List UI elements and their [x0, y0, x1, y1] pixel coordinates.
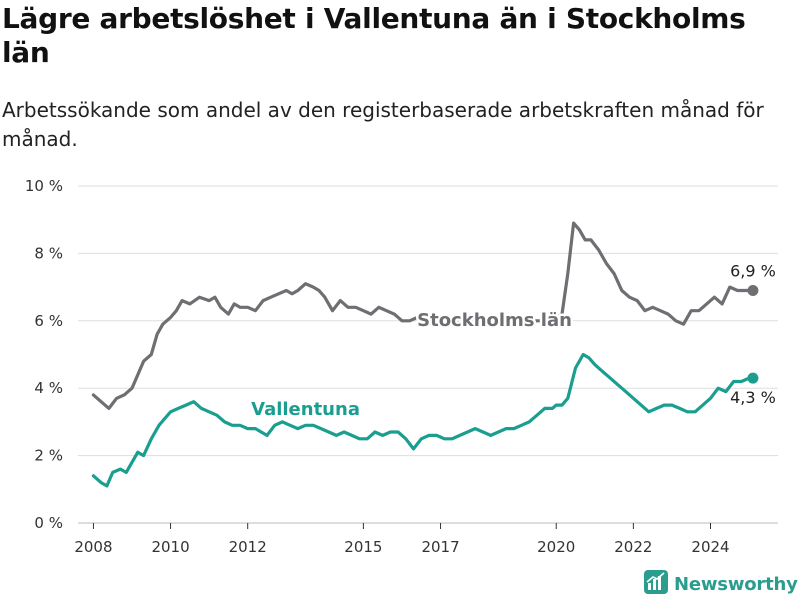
x-tick-label: 2024	[691, 538, 729, 556]
series-layer	[91, 221, 759, 488]
chart-title: Lägre arbetslöshet i Vallentuna än i Sto…	[2, 2, 746, 69]
y-tick-label: 8 %	[34, 244, 63, 262]
series-name-label-vallentuna: Vallentuna	[251, 399, 360, 420]
end-point-vallentuna	[747, 372, 759, 384]
newsworthy-brand: Newsworthy	[644, 570, 798, 598]
end-value-label-vallentuna: 4,3 %	[730, 388, 776, 407]
labels-layer: 6,9 % 4,3 % Stockholms län Vallentuna	[249, 261, 776, 422]
x-tick-label: 2015	[344, 538, 382, 556]
series-line-stockholm	[91, 221, 755, 410]
series-line-vallentuna	[91, 352, 755, 488]
x-tick-label: 2012	[229, 538, 267, 556]
x-tick-label: 2010	[151, 538, 189, 556]
chart-subtitle: Arbetssökande som andel av den registerb…	[2, 98, 764, 151]
y-tick-label: 10 %	[25, 177, 63, 195]
y-tick-label: 4 %	[34, 379, 63, 397]
end-value-label-stockholm: 6,9 %	[730, 261, 776, 280]
y-tick-label: 2 %	[34, 447, 63, 465]
y-axis-tick-labels: 0 % 2 % 4 % 6 % 8 % 10 %	[25, 177, 63, 532]
x-tick-label: 2020	[537, 538, 575, 556]
end-point-stockholm	[747, 284, 759, 296]
series-name-label-stockholm: Stockholms län	[417, 310, 572, 331]
x-tick-label: 2017	[421, 538, 459, 556]
chart-grid	[78, 185, 778, 524]
y-tick-label: 0 %	[34, 514, 63, 532]
newsworthy-logo-icon	[644, 570, 668, 598]
x-tick-label: 2022	[614, 538, 652, 556]
x-axis: 2008 2010 2012 2015 2017 2020 2022 2024	[74, 523, 730, 556]
x-tick-label: 2008	[74, 538, 112, 556]
brand-name: Newsworthy	[674, 573, 798, 595]
y-tick-label: 6 %	[34, 312, 63, 330]
